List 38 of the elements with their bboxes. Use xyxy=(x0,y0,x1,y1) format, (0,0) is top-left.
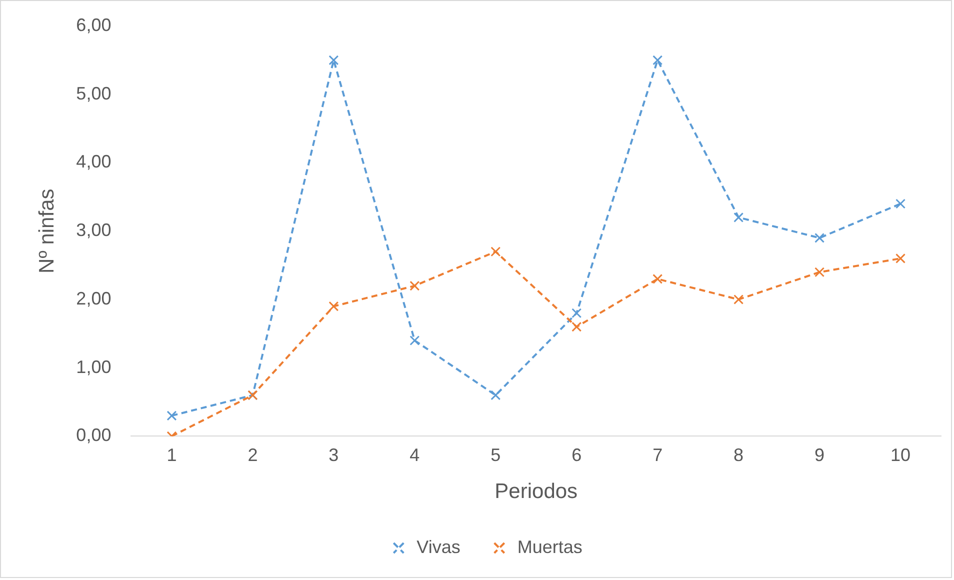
y-tick-label: 4,00 xyxy=(76,152,112,172)
x-tick-label: 1 xyxy=(166,444,177,465)
y-axis-title: Nº ninfas xyxy=(35,188,58,274)
point xyxy=(734,212,744,222)
point xyxy=(652,274,663,284)
point xyxy=(490,246,501,257)
legend-label: Muertas xyxy=(517,536,582,557)
x-tick-label: 8 xyxy=(734,444,744,465)
x-tick-label: 3 xyxy=(328,444,339,465)
point xyxy=(734,294,744,304)
y-tick-label: 6,00 xyxy=(76,14,112,35)
legend-label: Vivas xyxy=(416,536,460,557)
x-tick-label: 6 xyxy=(572,444,582,465)
y-tick-label: 0,00 xyxy=(76,425,112,446)
y-tick-label: 2,00 xyxy=(76,288,112,308)
point xyxy=(896,253,906,264)
x-tick-label: 10 xyxy=(890,444,911,465)
point xyxy=(896,198,906,209)
point xyxy=(410,335,420,346)
x-tick-label: 5 xyxy=(490,444,501,465)
x-tick-label: 9 xyxy=(814,444,825,465)
point xyxy=(652,55,663,66)
x-tick-label: 2 xyxy=(248,444,258,465)
point xyxy=(814,267,825,278)
point xyxy=(572,308,582,318)
y-tick-label: 5,00 xyxy=(76,83,112,104)
x-tick-label: 7 xyxy=(652,444,663,465)
point xyxy=(410,280,420,291)
point xyxy=(328,55,339,66)
y-tick-label: 1,00 xyxy=(76,356,112,377)
x-tick-label: 4 xyxy=(410,444,420,465)
point xyxy=(572,322,582,332)
point xyxy=(814,232,825,243)
point xyxy=(166,410,177,421)
y-tick-label: 3,00 xyxy=(76,220,112,240)
point xyxy=(490,390,501,400)
point xyxy=(328,301,339,312)
x-axis-title: Periodos xyxy=(494,480,578,504)
